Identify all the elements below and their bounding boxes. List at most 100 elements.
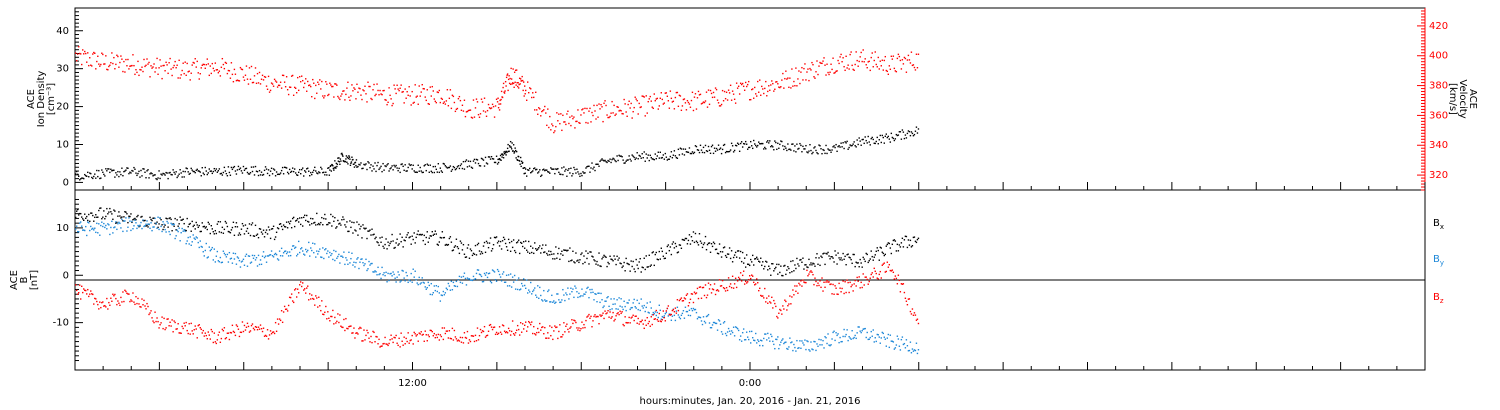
velocity-point xyxy=(679,95,682,97)
density-point xyxy=(565,168,567,171)
density-point xyxy=(873,142,875,145)
velocity-point xyxy=(104,63,106,65)
bx-point xyxy=(379,237,381,239)
by-point xyxy=(511,276,514,278)
by-point xyxy=(434,289,436,292)
density-point xyxy=(264,166,267,168)
bx-point xyxy=(280,225,283,228)
bz-point xyxy=(541,326,543,329)
by-point xyxy=(833,330,835,332)
density-point xyxy=(673,150,676,152)
density-point xyxy=(366,168,368,171)
bz-point xyxy=(312,297,314,300)
bx-point xyxy=(610,258,612,260)
by-point xyxy=(297,240,300,243)
velocity-point xyxy=(533,96,535,99)
bx-point xyxy=(207,221,209,224)
bz-point xyxy=(237,328,240,330)
by-point xyxy=(292,245,295,247)
density-point xyxy=(314,166,316,169)
by-point xyxy=(533,289,535,291)
bx-point xyxy=(607,261,609,264)
velocity-point xyxy=(494,105,497,107)
bz-point xyxy=(416,333,418,336)
by-point xyxy=(365,258,367,261)
density-point xyxy=(625,160,627,162)
density-point xyxy=(471,167,474,169)
by-point xyxy=(867,338,869,341)
bx-point xyxy=(886,243,889,246)
by-point xyxy=(654,311,656,313)
density-point xyxy=(339,158,342,160)
velocity-point xyxy=(508,82,511,85)
by-point xyxy=(226,253,229,256)
by-point xyxy=(200,245,202,248)
bx-point xyxy=(874,254,876,256)
bz-point xyxy=(683,297,686,299)
by-point xyxy=(810,341,812,343)
velocity-point xyxy=(890,55,893,58)
velocity-point xyxy=(392,102,394,105)
density-point xyxy=(301,168,303,171)
velocity-point xyxy=(783,87,785,89)
velocity-point xyxy=(243,79,246,81)
bx-point xyxy=(319,223,321,226)
velocity-point xyxy=(804,63,806,65)
bx-point xyxy=(312,218,314,220)
bz-point xyxy=(124,289,126,292)
bx-point xyxy=(804,264,806,266)
bx-point xyxy=(732,256,735,259)
bz-point xyxy=(539,322,541,325)
velocity-point xyxy=(901,59,904,61)
bx-point xyxy=(556,257,558,259)
bz-point xyxy=(333,323,335,325)
bz-point xyxy=(598,322,600,325)
bz-point xyxy=(153,321,155,324)
by-point xyxy=(885,345,888,347)
velocity-point xyxy=(139,68,141,71)
density-point xyxy=(205,170,207,172)
bz-point xyxy=(610,317,612,319)
velocity-point xyxy=(491,103,494,106)
velocity-point xyxy=(841,61,843,63)
density-point xyxy=(501,156,503,158)
velocity-point xyxy=(85,52,87,55)
bx-point xyxy=(80,212,82,215)
bx-point xyxy=(195,221,197,224)
by-point xyxy=(673,314,676,317)
bz-point xyxy=(846,279,848,281)
bx-point xyxy=(842,252,844,255)
velocity-point xyxy=(697,90,700,93)
density-point xyxy=(341,152,343,155)
bz-point xyxy=(433,332,435,335)
by-point xyxy=(582,295,584,297)
by-point xyxy=(388,279,390,282)
velocity-point xyxy=(98,63,100,65)
density-point xyxy=(788,148,790,151)
bz-point xyxy=(127,293,129,295)
by-point xyxy=(869,336,871,339)
bz-point xyxy=(232,330,235,333)
by-point xyxy=(877,334,879,336)
velocity-point xyxy=(809,67,811,70)
bx-point xyxy=(735,256,738,258)
by-point xyxy=(151,229,153,232)
velocity-point xyxy=(655,98,657,100)
by-point xyxy=(190,244,192,246)
by-point xyxy=(513,274,516,277)
bz-point xyxy=(695,292,698,294)
bx-point xyxy=(158,223,160,225)
bx-point xyxy=(263,236,266,238)
velocity-point xyxy=(618,110,620,112)
bz-point xyxy=(331,315,333,318)
bx-point xyxy=(356,221,358,223)
velocity-point xyxy=(886,70,889,73)
bx-point xyxy=(308,221,310,223)
density-point xyxy=(83,177,85,180)
velocity-point xyxy=(123,60,125,63)
velocity-point xyxy=(429,86,431,88)
bx-point xyxy=(116,221,118,224)
bx-point xyxy=(860,262,862,264)
density-point xyxy=(874,142,876,145)
by-point xyxy=(648,312,650,314)
